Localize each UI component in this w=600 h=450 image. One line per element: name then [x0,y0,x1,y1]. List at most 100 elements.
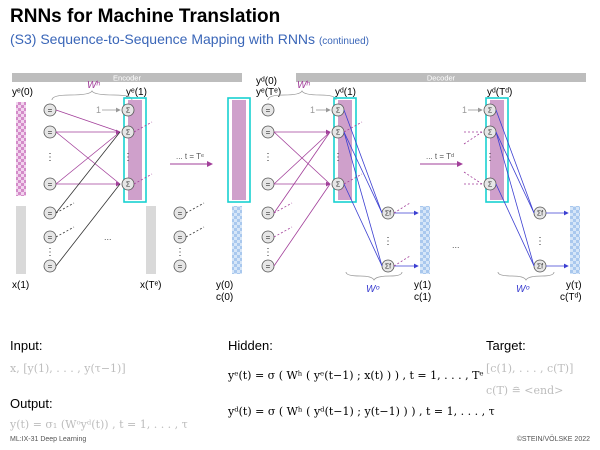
svg-text:⋮: ⋮ [485,152,495,163]
encoder-xT-input [146,206,156,274]
target-line-1: [c(1), . . . , c(T)] [486,362,574,375]
slide-title: RNNs for Machine Translation [10,6,281,27]
subtitle-text: (S3) Sequence-to-Sequence Mapping with R… [10,31,316,47]
svg-text:=: = [178,209,183,218]
svg-text:⋮: ⋮ [263,152,273,163]
decoder-hidden-column-1 [338,100,352,200]
input-heading: Input: [10,338,43,353]
decoder-hidden-highlight-1 [333,97,357,203]
svg-text:=: = [266,262,271,271]
svg-text:⋮: ⋮ [333,152,343,163]
slide-subtitle: (S3) Sequence-to-Sequence Mapping with R… [10,31,369,47]
wo-brace-2 [497,271,555,281]
label-ye0: yᵉ(0) [12,87,33,98]
label-ye1: yᵉ(1) [126,87,147,98]
input-formula: x, [y(1), . . . , y(τ−1)] [10,362,126,375]
svg-text:Σ: Σ [488,130,493,137]
svg-text:=: = [48,209,53,218]
t-eq-td: ... t = Tᵈ [426,152,454,161]
svg-text:=: = [266,180,271,189]
svg-text:Σ: Σ [336,108,341,115]
t-eq-te: ... t = Tᵉ [176,152,204,161]
svg-text:Σf: Σf [537,211,543,218]
svg-text:Σ: Σ [488,182,493,189]
encoder-label: Encoder [113,74,141,83]
svg-text:=: = [266,128,271,137]
label-yeT: yᵉ(Tᵉ) [256,87,281,98]
decoder-output-1 [420,206,430,274]
svg-text:=: = [48,180,53,189]
hidden-eq-2: yᵈ(t) = σ ( Wʰ ( yᵈ(t−1) ; y(t−1) ) ) , … [228,405,495,418]
label-yd0: yᵈ(0) [256,76,277,87]
subtitle-note: (continued) [318,36,369,47]
footer-copyright: ©STEIN/VÖLSKE 2022 [516,436,590,443]
bias-one-3: 1 [462,105,467,115]
decoder-label: Decoder [427,74,456,83]
svg-text:Σf: Σf [385,264,391,271]
svg-text:⋮: ⋮ [45,152,55,163]
svg-text:=: = [48,262,53,271]
label-cT: c(Tᵈ) [560,292,582,303]
svg-text:⋮: ⋮ [123,152,133,163]
wo-label-1: Wᵒ [366,284,379,295]
output-heading: Output: [10,396,53,411]
label-xT: x(Tᵉ) [140,280,161,291]
encoder-bar [12,73,242,82]
svg-text:=: = [266,106,271,115]
hidden-eq-1: yᵉ(t) = σ ( Wʰ ( yᵉ(t−1) ; x(t) ) ) , t … [228,369,484,382]
decoder-hidden-highlight-T [485,97,509,203]
svg-text:=: = [48,106,53,115]
label-yd1: yᵈ(1) [335,87,356,98]
svg-text:=: = [266,233,271,242]
svg-text:=: = [178,233,183,242]
wo-label-2: Wᵒ [516,284,529,295]
target-line-2: c(T) ≘ <end> [486,384,564,397]
label-ytau: y(τ) [566,280,582,291]
svg-text:Σ: Σ [126,182,131,189]
svg-text:⋮: ⋮ [45,247,55,258]
encoder-state-input [16,102,26,196]
output-section: Output: [10,396,53,411]
decoder-state-column [232,100,246,200]
decoder-state-highlight [227,97,251,203]
svg-text:Σf: Σf [537,264,543,271]
hidden-heading: Hidden: [228,338,273,353]
seq2seq-diagram: Encoder Decoder yᵉ(0) yᵉ(1) yᵈ(0) yᵉ(Tᵉ)… [12,73,586,303]
svg-text:⋮: ⋮ [263,247,273,258]
dots-1: ... [104,232,112,242]
label-c1: c(1) [414,292,431,303]
svg-text:⋮: ⋮ [383,236,393,247]
decoder-bar [296,73,586,82]
input-section: Input: [10,338,43,353]
label-c0: c(0) [216,292,233,303]
svg-text:=: = [48,233,53,242]
label-y1: y(1) [414,280,431,291]
svg-text:Σf: Σf [385,211,391,218]
footer-course: ML:IX-31 Deep Learning [10,436,87,443]
decoder-hidden-column-T [490,100,504,200]
svg-text:Σ: Σ [488,108,493,115]
target-section: Target: [486,338,526,353]
svg-text:=: = [48,128,53,137]
target-heading: Target: [486,338,526,353]
wh-brace-1 [51,90,133,101]
bias-one-1: 1 [96,105,101,115]
bias-one-2: 1 [310,105,315,115]
label-y0: y(0) [216,280,233,291]
hidden-section: Hidden: [228,338,273,353]
svg-text:Σ: Σ [126,130,131,137]
dots-2: ... [452,240,460,250]
svg-text:⋮: ⋮ [535,236,545,247]
decoder-output-T [570,206,580,274]
label-ydT: yᵈ(Tᵈ) [487,87,512,98]
encoder-x-input [16,206,26,274]
svg-text:Σ: Σ [126,108,131,115]
label-x1: x(1) [12,280,29,291]
wo-brace-1 [345,271,403,281]
wh-label-1: Wʰ [87,80,100,91]
svg-text:Σ: Σ [336,130,341,137]
svg-text:=: = [266,209,271,218]
decoder-y0-input [232,206,242,274]
encoder-hidden-column [128,100,142,200]
svg-text:=: = [178,262,183,271]
